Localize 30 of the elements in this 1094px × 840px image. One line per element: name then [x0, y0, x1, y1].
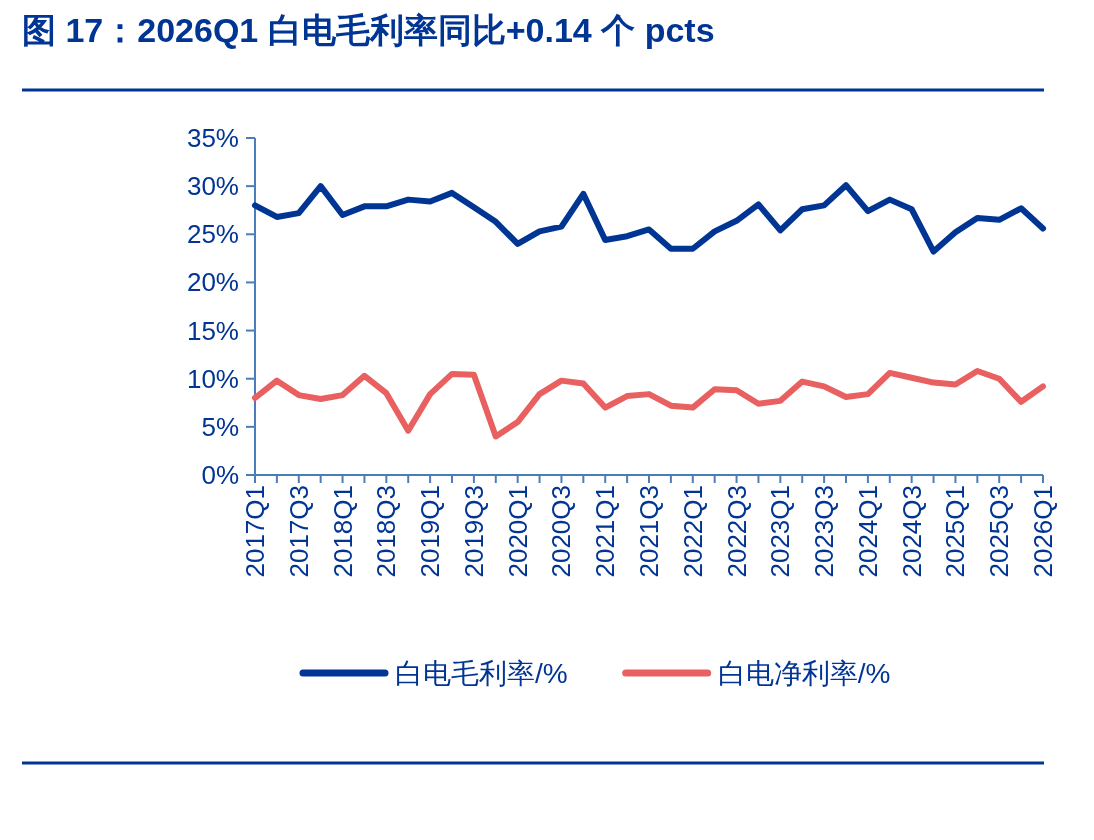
y-tick-label: 10%	[186, 363, 239, 394]
x-tick-label: 2020Q3	[546, 485, 577, 578]
legend-label: 白电毛利率/%	[395, 658, 568, 689]
x-tick-label: 2025Q1	[940, 485, 971, 578]
x-tick-label: 2018Q3	[371, 485, 402, 578]
y-tick-label: 20%	[186, 267, 239, 298]
x-tick-label: 2022Q3	[721, 485, 752, 578]
y-tick-label: 30%	[186, 171, 239, 202]
y-tick-label: 25%	[186, 219, 239, 250]
x-tick-label: 2021Q3	[634, 485, 664, 578]
legend-label: 白电净利率/%	[717, 658, 891, 689]
x-tick-label: 2024Q1	[852, 485, 883, 578]
x-tick-label: 2024Q3	[896, 485, 927, 578]
y-tick-label: 15%	[186, 315, 239, 346]
x-tick-label: 2026Q1	[1028, 485, 1058, 578]
x-tick-label: 2021Q1	[590, 485, 621, 578]
x-tick-label: 2023Q1	[765, 485, 796, 578]
chart-title: 图 17：2026Q1 白电毛利率同比+0.14 个 pcts	[22, 11, 715, 49]
x-tick-label: 2023Q3	[809, 485, 840, 578]
x-tick-label: 2020Q1	[502, 485, 533, 578]
x-tick-label: 2017Q3	[283, 485, 314, 578]
x-tick-label: 2025Q3	[984, 485, 1015, 578]
x-tick-label: 2022Q1	[677, 485, 708, 578]
y-tick-label: 35%	[186, 123, 239, 153]
x-tick-label: 2019Q3	[458, 485, 489, 578]
x-tick-label: 2017Q1	[240, 485, 270, 578]
y-tick-label: 0%	[201, 460, 239, 490]
x-tick-label: 2019Q1	[415, 485, 446, 578]
x-tick-label: 2018Q1	[327, 485, 358, 578]
y-tick-label: 5%	[201, 411, 239, 442]
